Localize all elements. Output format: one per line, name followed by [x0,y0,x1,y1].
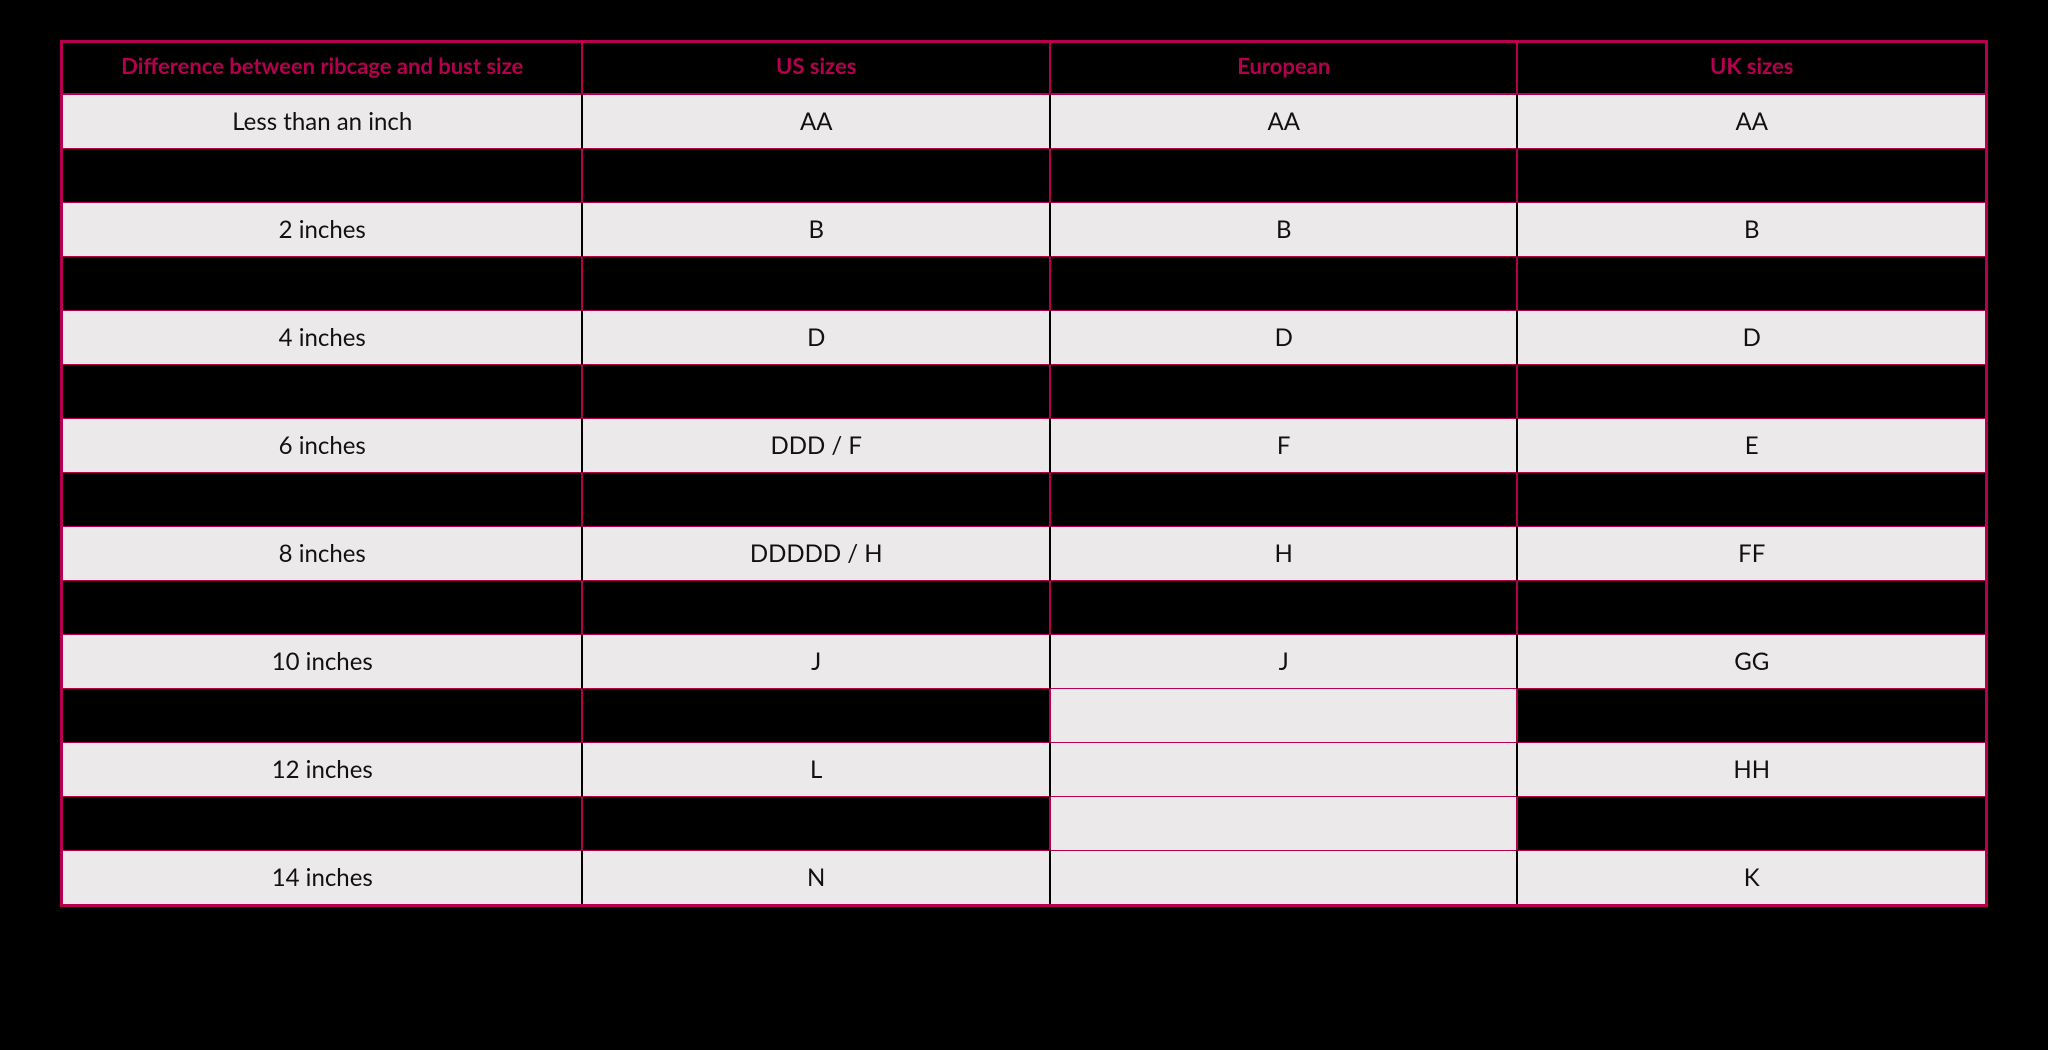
table-cell: H [1050,526,1518,581]
table-cell: 2 inches [63,202,582,257]
table-row: 10 inchesJJGG [63,634,1985,689]
table-cell: J [1517,797,1985,850]
table-cell: B [582,202,1050,257]
col-header-us: US sizes [582,43,1050,94]
table-cell: 3 inches [63,257,582,310]
table-cell: AA [582,94,1050,149]
table-cell: E [1050,365,1518,418]
table-cell: L [582,742,1050,797]
table-row: 11 inchesK H [63,689,1985,742]
table-cell: 9 inches [63,581,582,634]
table-cell: D [582,310,1050,365]
table-cell: M [582,797,1050,850]
table-cell: DD / E [582,365,1050,418]
table-row: 3 inchesCCC [63,257,1985,310]
table-cell: N [582,850,1050,904]
table-header-row: Difference between ribcage and bust size… [63,43,1985,94]
table-cell: F [1517,473,1985,526]
table-row: 9 inchesIIG [63,581,1985,634]
col-header-difference: Difference between ribcage and bust size [63,43,582,94]
table-cell [1050,850,1518,904]
col-header-uk: UK sizes [1517,43,1985,94]
table-cell: 12 inches [63,742,582,797]
table-cell [1050,742,1518,797]
table-cell: H [1517,689,1985,742]
table-row: 12 inchesL HH [63,742,1985,797]
table-cell: I [582,581,1050,634]
table-row: 13 inchesM J [63,797,1985,850]
table-cell: 4 inches [63,310,582,365]
table-cell: F [1050,418,1518,473]
table-cell: A [582,149,1050,202]
table-cell: A [1050,149,1518,202]
table-cell: J [582,634,1050,689]
table-cell: C [1050,257,1518,310]
table-cell: K [1517,850,1985,904]
table-cell: D [1050,310,1518,365]
table-cell: 5 inches [63,365,582,418]
table-cell: K [582,689,1050,742]
table-cell: I [1050,581,1518,634]
table-cell: G [1517,581,1985,634]
table-cell: B [1050,202,1518,257]
col-header-eu: European [1050,43,1518,94]
table-row: 1 inchAAA [63,149,1985,202]
table-cell: DDDDD / H [582,526,1050,581]
table-cell: E [1517,418,1985,473]
table-cell: 10 inches [63,634,582,689]
table-cell: AA [1517,94,1985,149]
table-cell: DD [1517,365,1985,418]
table-row: 8 inchesDDDDD / HHFF [63,526,1985,581]
table-cell: C [582,257,1050,310]
table-cell: C [1517,257,1985,310]
table-cell: A [1517,149,1985,202]
table-cell: 8 inches [63,526,582,581]
table-cell [1050,689,1518,742]
table-cell: G [1050,473,1518,526]
table-row: 5 inchesDD / EEDD [63,365,1985,418]
table-cell: J [1050,634,1518,689]
table-cell: 7 inches [63,473,582,526]
table-cell: DDDD / G [582,473,1050,526]
table-row: 7 inchesDDDD / GGF [63,473,1985,526]
table-cell: Less than an inch [63,94,582,149]
table-cell: 13 inches [63,797,582,850]
table-row: Less than an inchAAAAAA [63,94,1985,149]
table-cell: B [1517,202,1985,257]
table-cell: AA [1050,94,1518,149]
table-cell: HH [1517,742,1985,797]
table-row: 4 inchesDDD [63,310,1985,365]
table-cell: DDD / F [582,418,1050,473]
table-cell: 11 inches [63,689,582,742]
table-row: 6 inchesDDD / FFE [63,418,1985,473]
table-cell [1050,797,1518,850]
cup-size-conversion-table: Difference between ribcage and bust size… [60,40,1988,907]
table-row: 14 inchesN K [63,850,1985,904]
table-cell: 6 inches [63,418,582,473]
table-row: 2 inchesBBB [63,202,1985,257]
table-cell: 1 inch [63,149,582,202]
table-cell: D [1517,310,1985,365]
table-cell: 14 inches [63,850,582,904]
table-cell: GG [1517,634,1985,689]
table-cell: FF [1517,526,1985,581]
